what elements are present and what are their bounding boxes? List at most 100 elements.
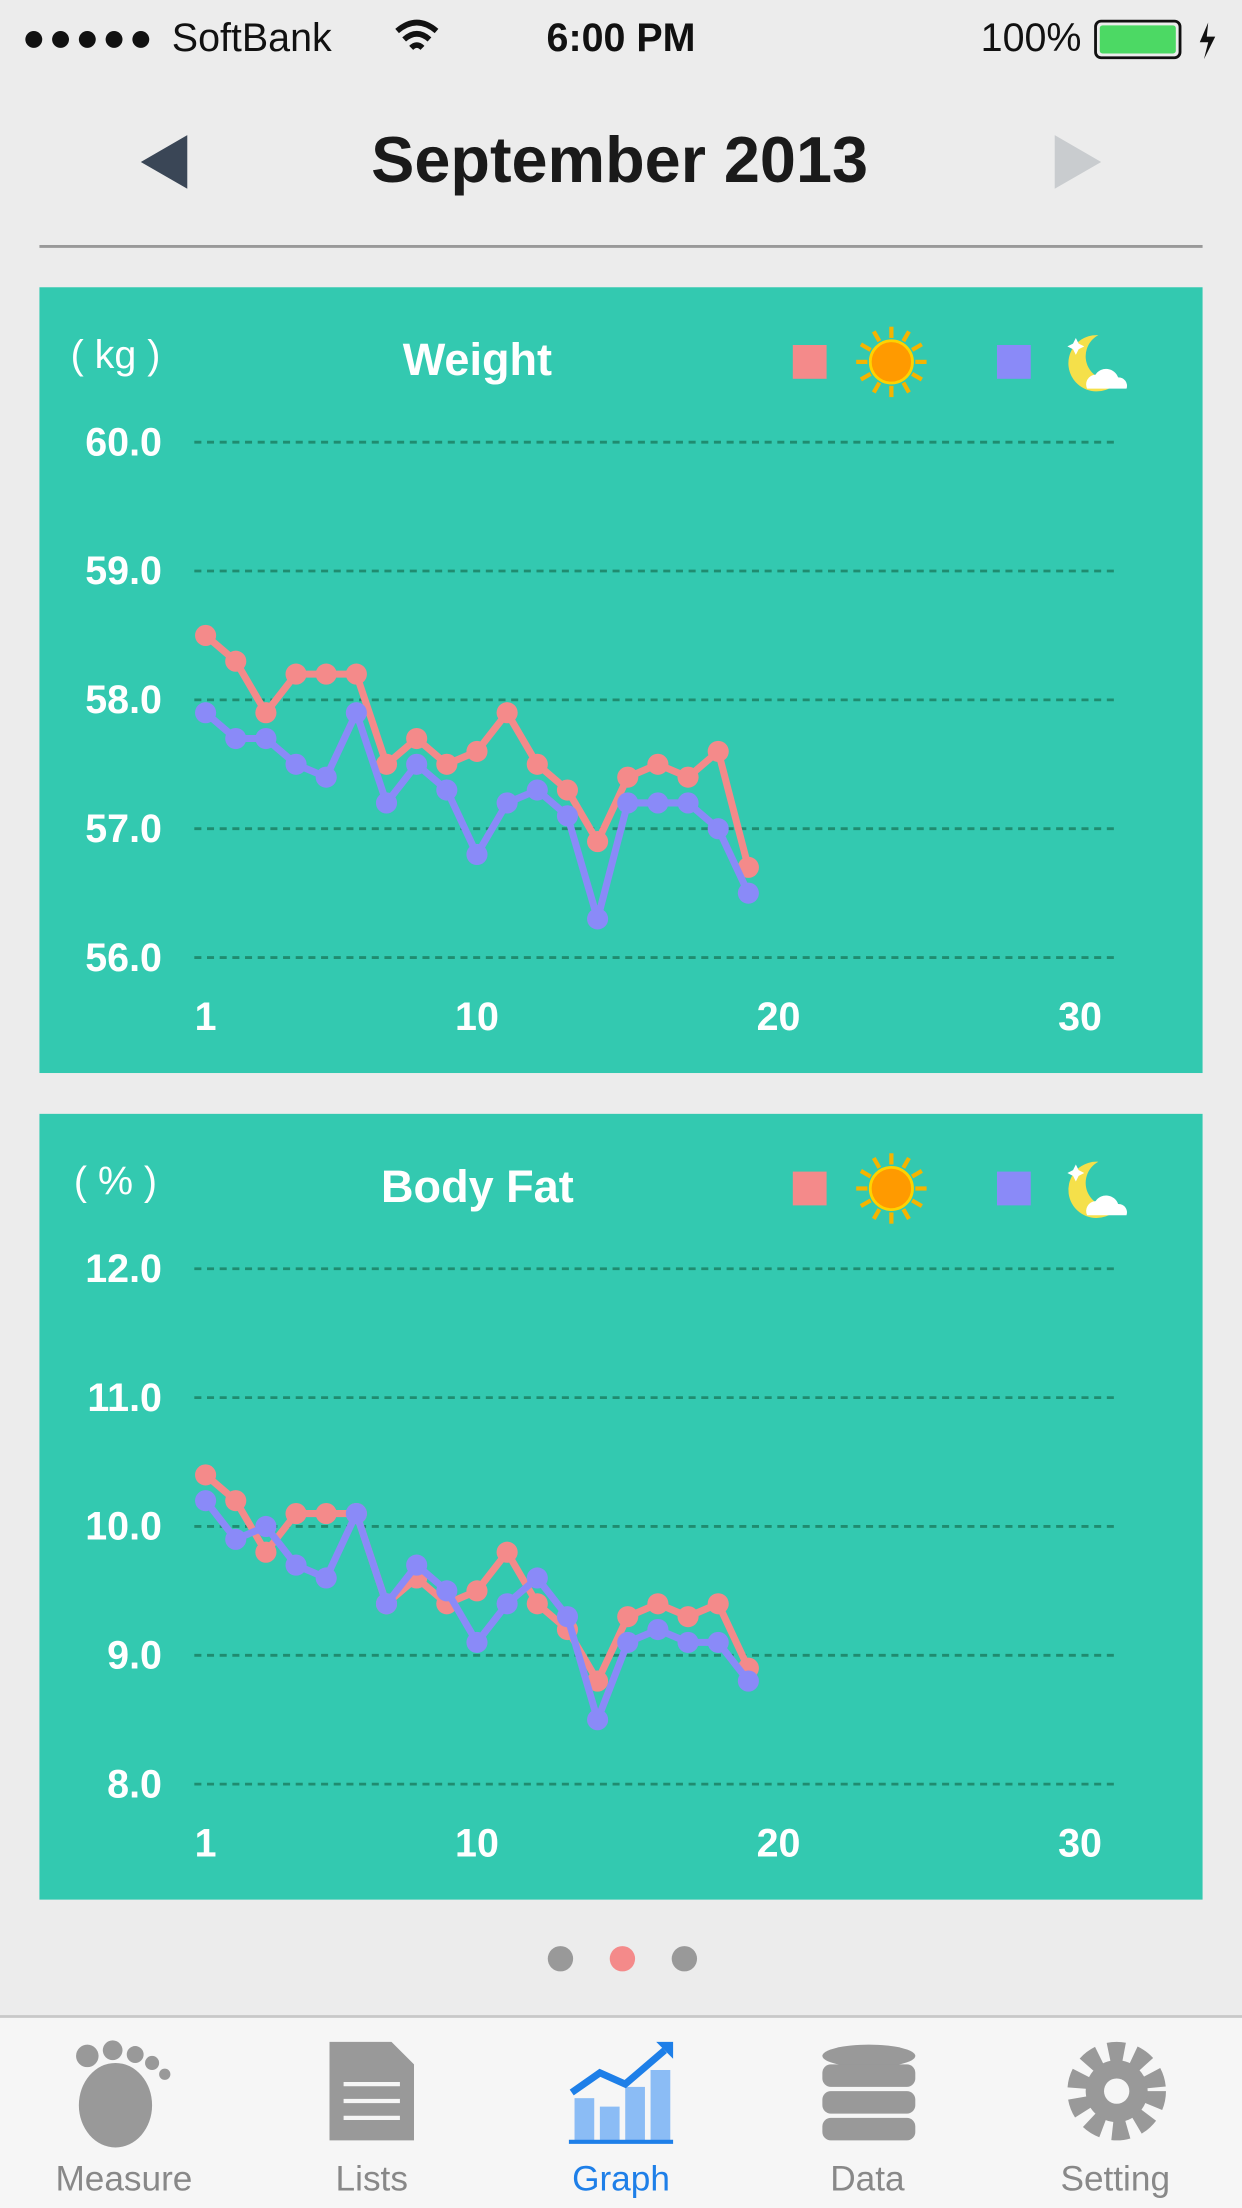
- x-tick-label: 1: [195, 1822, 217, 1866]
- y-tick-label: 10.0: [85, 1505, 162, 1549]
- data-point: [737, 1670, 759, 1692]
- data-point: [436, 779, 458, 801]
- y-tick-label: 58.0: [85, 678, 162, 722]
- signal-dot: [52, 30, 69, 48]
- signal-dot: [105, 30, 123, 48]
- data-point: [255, 1515, 277, 1538]
- data-point: [195, 1464, 217, 1486]
- data-point: [195, 624, 217, 646]
- legend-swatch: [996, 345, 1031, 379]
- x-tick-label: 1: [195, 995, 217, 1039]
- page-dot-active[interactable]: [609, 1946, 636, 1972]
- moon-crescent: [1068, 1161, 1121, 1219]
- data-point: [647, 1593, 669, 1615]
- data-point: [345, 663, 367, 685]
- data-point: [526, 1593, 548, 1615]
- data-point: [617, 792, 639, 814]
- sun-ray: [901, 330, 911, 343]
- data-point: [255, 702, 277, 724]
- lists-icon-lines: [343, 2081, 400, 2120]
- data-point: [677, 792, 699, 814]
- data-point: [647, 792, 669, 814]
- data-point: [617, 1631, 639, 1653]
- data-point: [285, 663, 307, 685]
- data-point: [466, 843, 488, 866]
- data-point: [375, 792, 398, 814]
- lists-icon: [329, 2041, 414, 2141]
- sun-ray: [871, 330, 882, 343]
- prev-month-button[interactable]: [140, 135, 188, 189]
- data-point: [496, 1541, 518, 1563]
- page-dot[interactable]: [547, 1946, 574, 1972]
- data-point: [315, 1503, 337, 1525]
- sun-ray: [911, 1169, 923, 1179]
- moon-icon: [1067, 1161, 1128, 1219]
- data-point: [496, 702, 518, 724]
- data-point: [375, 1593, 398, 1615]
- data-point: [526, 779, 548, 801]
- page-dot[interactable]: [671, 1946, 698, 1972]
- tab-label[interactable]: Graph: [572, 2160, 670, 2199]
- sun-ray: [859, 372, 872, 382]
- y-tick-label: 59.0: [85, 549, 162, 593]
- chart-title: Weight: [403, 334, 552, 385]
- charging-icon: [1199, 22, 1216, 60]
- tab-label[interactable]: Lists: [336, 2160, 408, 2199]
- x-tick-label: 10: [455, 1822, 499, 1866]
- sun-ray: [901, 381, 911, 394]
- signal-dot: [132, 30, 150, 48]
- x-tick-label: 20: [757, 995, 801, 1039]
- data-point: [255, 727, 277, 750]
- chart-panel: ( % ) Body Fat 8.0 9.0 10.0 11.0 12.0 1 10 20 30: [39, 1113, 1203, 1900]
- data-point: [345, 702, 367, 724]
- data-point: [406, 727, 428, 750]
- data-point: [556, 779, 579, 801]
- data-point: [406, 1554, 428, 1576]
- tab-label[interactable]: Measure: [55, 2160, 192, 2199]
- sun-ray: [911, 1198, 923, 1208]
- next-month-button[interactable]: [1054, 135, 1102, 189]
- data-point: [737, 856, 759, 878]
- carrier: SoftBank: [172, 16, 332, 60]
- y-tick-label: 12.0: [85, 1247, 162, 1291]
- tab-label[interactable]: Setting: [1060, 2160, 1170, 2199]
- sun-icon: [856, 1153, 927, 1224]
- data-point: [375, 753, 398, 775]
- data-point: [707, 1631, 729, 1653]
- data-point: [556, 805, 579, 827]
- data-icon: [822, 2044, 916, 2141]
- unit-label: ( kg ): [71, 333, 161, 377]
- data-point: [225, 1528, 247, 1550]
- star: [1067, 337, 1085, 355]
- y-tick-label: 60.0: [85, 420, 162, 464]
- x-tick-label: 30: [1058, 1822, 1102, 1866]
- wifi-icon: [395, 19, 439, 50]
- data-point: [556, 1606, 579, 1628]
- x-tick-label: 30: [1058, 995, 1102, 1039]
- y-tick-label: 9.0: [107, 1634, 162, 1678]
- data-point: [496, 1593, 518, 1615]
- chart-bg: [39, 287, 1203, 1074]
- tab-label[interactable]: Data: [830, 2160, 905, 2199]
- data-point: [707, 818, 729, 840]
- data-point: [225, 1490, 247, 1512]
- data-point: [315, 766, 337, 788]
- data-point: [707, 1593, 729, 1615]
- sun-ray: [871, 1208, 882, 1221]
- battery-level: 100%: [981, 16, 1082, 60]
- y-tick-label: 8.0: [107, 1762, 162, 1806]
- data-point: [677, 766, 699, 788]
- battery-fill: [1099, 25, 1176, 54]
- data-point: [436, 753, 458, 775]
- data-point: [285, 1554, 307, 1576]
- data-point: [195, 702, 217, 724]
- data-point: [466, 1580, 488, 1602]
- y-tick-label: 57.0: [85, 807, 162, 851]
- data-point: [315, 663, 337, 685]
- clock: 6:00 PM: [547, 16, 696, 60]
- sun-disc: [868, 1165, 914, 1212]
- sun-ray: [911, 342, 923, 352]
- data-point: [617, 766, 639, 788]
